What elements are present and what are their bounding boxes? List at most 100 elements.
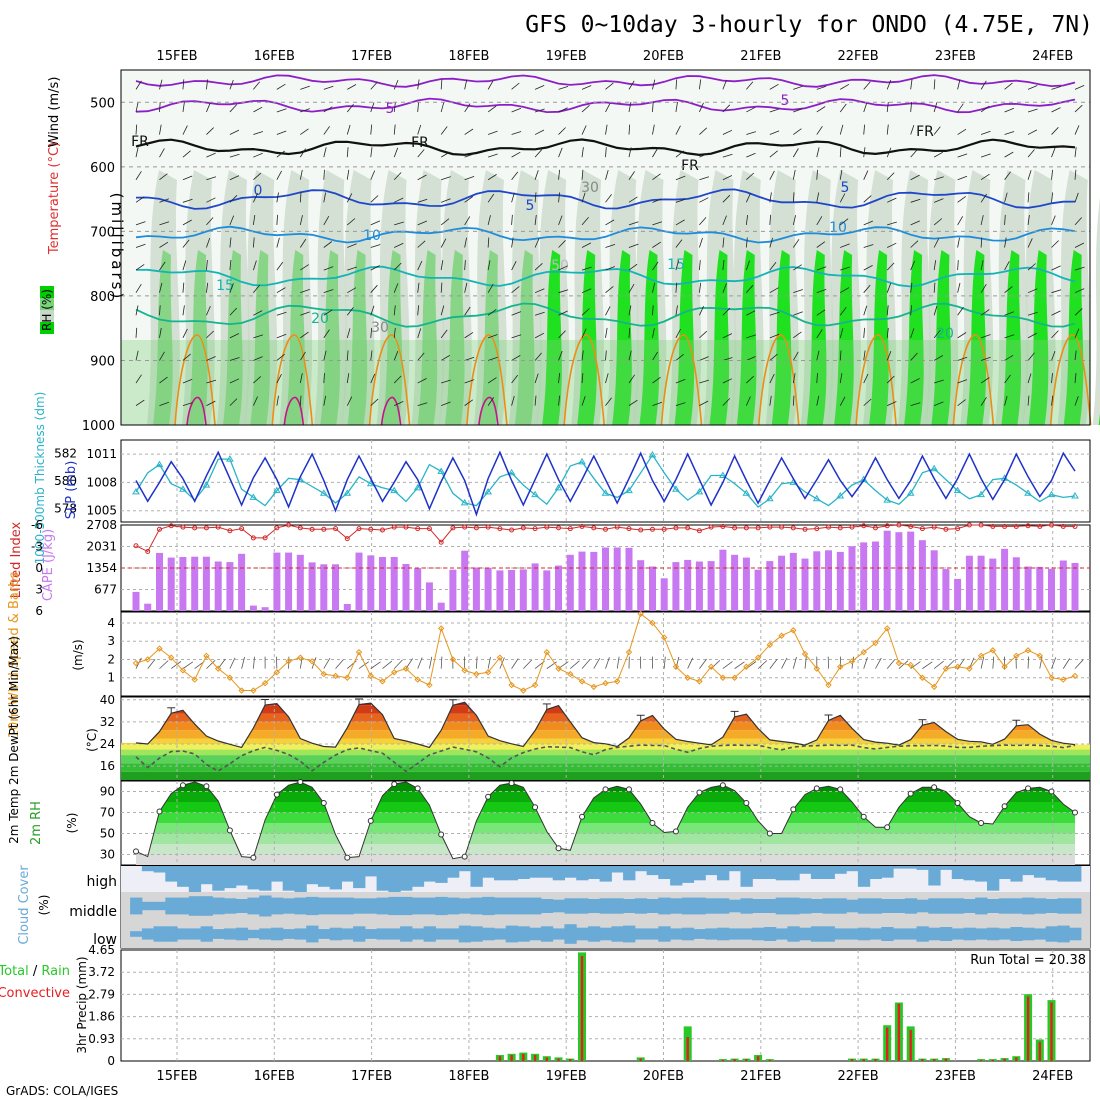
rh-point: [790, 806, 797, 813]
wind-barb: [558, 289, 569, 294]
wind-barb: [417, 198, 428, 203]
cloud-cover-panel: high middle low Cloud Cover (%): [17, 865, 1091, 949]
wind-barb: [793, 311, 803, 316]
surface-wind-barb: [980, 656, 985, 669]
wind-barb: [769, 170, 775, 180]
cape-bar: [965, 555, 973, 611]
surface-wind-barb: [886, 659, 896, 669]
wind-barb: [182, 125, 188, 135]
wind-barb: [300, 289, 310, 294]
wind-barb: [839, 147, 842, 158]
cloud-bar: [353, 926, 366, 942]
wind-barb: [628, 124, 631, 135]
cape-bar: [649, 566, 656, 611]
wind-barb: [182, 328, 188, 339]
cloud-bar: [411, 866, 425, 887]
cape-bar: [590, 551, 598, 611]
cloud-bar: [893, 928, 906, 940]
cloud-bar: [1022, 897, 1035, 915]
isotherm-25-loop: [758, 334, 800, 426]
wind-barb: [253, 396, 258, 406]
wind-barb: [1074, 85, 1085, 90]
cloud-bar: [881, 866, 894, 878]
wind-barb: [910, 260, 916, 271]
wind-barb: [816, 373, 818, 384]
wind-speed-point: [766, 641, 774, 649]
wind-barb: [863, 81, 871, 90]
wind-barb: [1074, 192, 1079, 203]
wind-speed-point: [872, 639, 879, 647]
wind-barb: [769, 214, 771, 225]
cloud-row-label: low: [93, 932, 117, 948]
li-point: [990, 523, 996, 529]
cloud-bar: [670, 928, 683, 940]
cloud-bar: [505, 866, 518, 881]
wind-barb: [135, 102, 139, 113]
surface-wind-barb: [570, 660, 580, 669]
wind-speed-point: [1013, 652, 1020, 660]
wind-barb: [980, 356, 991, 361]
precip-tick: 0.93: [88, 1032, 115, 1046]
top-date-label: 22FEB: [838, 49, 879, 64]
wind-barb: [957, 332, 967, 339]
wind-barb: [299, 148, 306, 158]
wind-barb: [323, 309, 333, 316]
wind-barb: [511, 261, 517, 271]
cloud-bar: [165, 926, 178, 942]
li-point: [814, 526, 820, 532]
top-date-axis: 15FEB 16FEB 17FEB 18FEB 19FEB 20FEB 21FEB 22FEB…: [156, 49, 1073, 64]
cloud-bar: [940, 927, 953, 941]
cloud-bar: [623, 899, 636, 913]
precip-convective-bar: [768, 1059, 771, 1061]
cloud-bar: [200, 866, 213, 885]
rh-band: [136, 844, 1075, 855]
wind-speed-point: [743, 663, 750, 670]
rh-tick: 70: [100, 806, 115, 820]
cloud-bar: [775, 897, 788, 915]
cloud-bar: [540, 926, 554, 942]
cloud-bar: [646, 928, 659, 940]
wind-barb: [253, 81, 261, 90]
wind-barb: [464, 128, 474, 135]
wind-barb: [393, 172, 402, 181]
upper-ylabel-rh: RH (%): [40, 289, 54, 331]
wind-barb: [534, 149, 542, 158]
cloud-bar: [940, 866, 953, 870]
slp-tick: 1008: [86, 475, 117, 489]
wind-barb: [159, 376, 168, 384]
wind-barb: [487, 215, 491, 226]
wind-barb: [159, 401, 170, 407]
wind-barb: [605, 169, 609, 180]
rh-tick: 30: [100, 848, 115, 862]
wind-barb: [1004, 107, 1015, 113]
wind-barb: [229, 237, 232, 248]
isotherm-30-loop: [380, 396, 402, 426]
wind-barb: [605, 147, 607, 158]
cape-bar: [883, 530, 891, 611]
wind-barb: [159, 101, 161, 112]
wind-speed-point: [367, 672, 374, 680]
wind-barb: [1004, 192, 1008, 203]
wind-barb: [746, 152, 756, 158]
wind-barb: [511, 107, 522, 113]
cloud-bar: [728, 928, 741, 940]
wind-barb: [276, 311, 287, 316]
cloud-bar: [846, 899, 859, 913]
li-point: [955, 526, 961, 532]
cape-bar: [226, 562, 234, 611]
precip-tick: 4.65: [88, 943, 115, 957]
wind-barb: [440, 102, 445, 113]
precip-convective-bar: [545, 1057, 548, 1061]
wind-speed-point: [484, 669, 492, 676]
wind-barb: [558, 169, 560, 180]
wind-barb: [863, 284, 871, 293]
rh-point: [1048, 788, 1055, 795]
li-point: [626, 526, 632, 532]
cape-bar: [519, 569, 527, 611]
wind-barb: [393, 79, 399, 90]
cloud-bar: [224, 928, 237, 940]
wind-speed-point: [344, 674, 351, 681]
rh-point: [297, 779, 304, 786]
wind-speed-point: [355, 648, 363, 656]
wind-barb: [863, 327, 865, 338]
